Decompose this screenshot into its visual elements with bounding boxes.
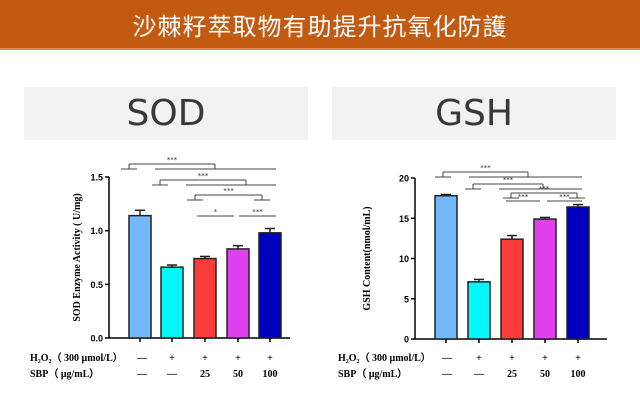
condition-table: H₂O₂（ 300 μmol/L） SBP（ μg/mL） — + + + + — — 25 50 1…	[30, 351, 278, 380]
sod-panel-title: SOD	[24, 87, 308, 140]
svg-text:1.0: 1.0	[90, 226, 103, 236]
bar-charts: 0.0 0.5 1.0 1.5 SOD Enzyme Activity ( U/mg) *…	[30, 156, 607, 380]
svg-text:SBP（ μg/mL）: SBP（ μg/mL）	[30, 367, 99, 380]
svg-text:+: +	[476, 353, 482, 364]
header-banner: 沙棘籽萃取物有助提升抗氧化防護	[0, 0, 640, 50]
svg-text:***: ***	[167, 156, 178, 164]
bar	[533, 216, 557, 340]
bar	[128, 209, 152, 339]
svg-text:5: 5	[404, 294, 409, 304]
svg-text:50: 50	[233, 369, 243, 380]
significance-brackets: ********** ***	[121, 156, 276, 217]
svg-text:+: +	[509, 353, 515, 364]
svg-text:+: +	[575, 353, 581, 364]
svg-text:—: —	[473, 369, 485, 380]
svg-text:H₂O₂（ 300 μmol/L）: H₂O₂（ 300 μmol/L）	[338, 351, 431, 364]
svg-text:25: 25	[200, 369, 210, 380]
bar	[160, 264, 184, 339]
svg-text:***: ***	[252, 208, 263, 216]
svg-text:***: ***	[198, 172, 209, 180]
bar	[500, 234, 524, 340]
y-ticks: 0 5 10 15 20	[399, 174, 415, 345]
bar	[193, 255, 217, 339]
significance-brackets: *** *** *** *** ***	[435, 164, 585, 202]
svg-text:0: 0	[404, 335, 409, 345]
svg-text:0.5: 0.5	[90, 280, 103, 290]
svg-text:*: *	[214, 208, 218, 216]
svg-text:0.0: 0.0	[90, 334, 103, 344]
bar	[258, 227, 282, 339]
gsh-panel-title: GSH	[332, 87, 616, 140]
page-title: 沙棘籽萃取物有助提升抗氧化防護	[132, 12, 508, 41]
y-axis-label: SOD Enzyme Activity ( U/mg)	[72, 193, 83, 321]
y-axis-label: GSH Content(nmol/mL)	[362, 206, 373, 310]
svg-text:+: +	[267, 353, 273, 364]
svg-text:***: ***	[518, 193, 529, 201]
svg-text:—: —	[136, 353, 148, 364]
svg-text:+: +	[235, 353, 241, 364]
svg-text:H₂O₂（ 300 μmol/L）: H₂O₂（ 300 μmol/L）	[30, 351, 123, 364]
svg-text:10: 10	[399, 254, 409, 264]
svg-text:50: 50	[540, 369, 550, 380]
svg-text:SBP（ μg/mL）: SBP（ μg/mL）	[338, 367, 407, 380]
svg-text:***: ***	[223, 187, 234, 195]
svg-text:25: 25	[507, 369, 517, 380]
svg-text:+: +	[542, 353, 548, 364]
svg-text:1.5: 1.5	[90, 173, 103, 183]
bar	[566, 203, 590, 340]
sod-chart: 0.0 0.5 1.0 1.5 SOD Enzyme Activity ( U/mg) *…	[30, 156, 290, 380]
svg-text:***: ***	[559, 193, 570, 201]
svg-text:***: ***	[503, 176, 514, 184]
svg-text:—: —	[136, 369, 148, 380]
svg-text:—: —	[441, 353, 453, 364]
condition-table: H₂O₂（ 300 μmol/L） SBP（ μg/mL） — + + + + — — 25 50 1…	[338, 351, 586, 380]
bar	[467, 278, 491, 340]
svg-text:—: —	[441, 369, 453, 380]
bar	[226, 244, 250, 339]
svg-text:+: +	[169, 353, 175, 364]
svg-text:15: 15	[399, 214, 409, 224]
svg-text:***: ***	[539, 185, 550, 193]
bar	[434, 193, 458, 340]
svg-text:100: 100	[263, 369, 278, 380]
svg-text:+: +	[202, 353, 208, 364]
svg-text:20: 20	[399, 174, 409, 184]
svg-text:***: ***	[480, 164, 491, 172]
y-ticks: 0.0 0.5 1.0 1.5	[90, 173, 109, 344]
svg-text:100: 100	[571, 369, 586, 380]
svg-text:—: —	[166, 369, 178, 380]
